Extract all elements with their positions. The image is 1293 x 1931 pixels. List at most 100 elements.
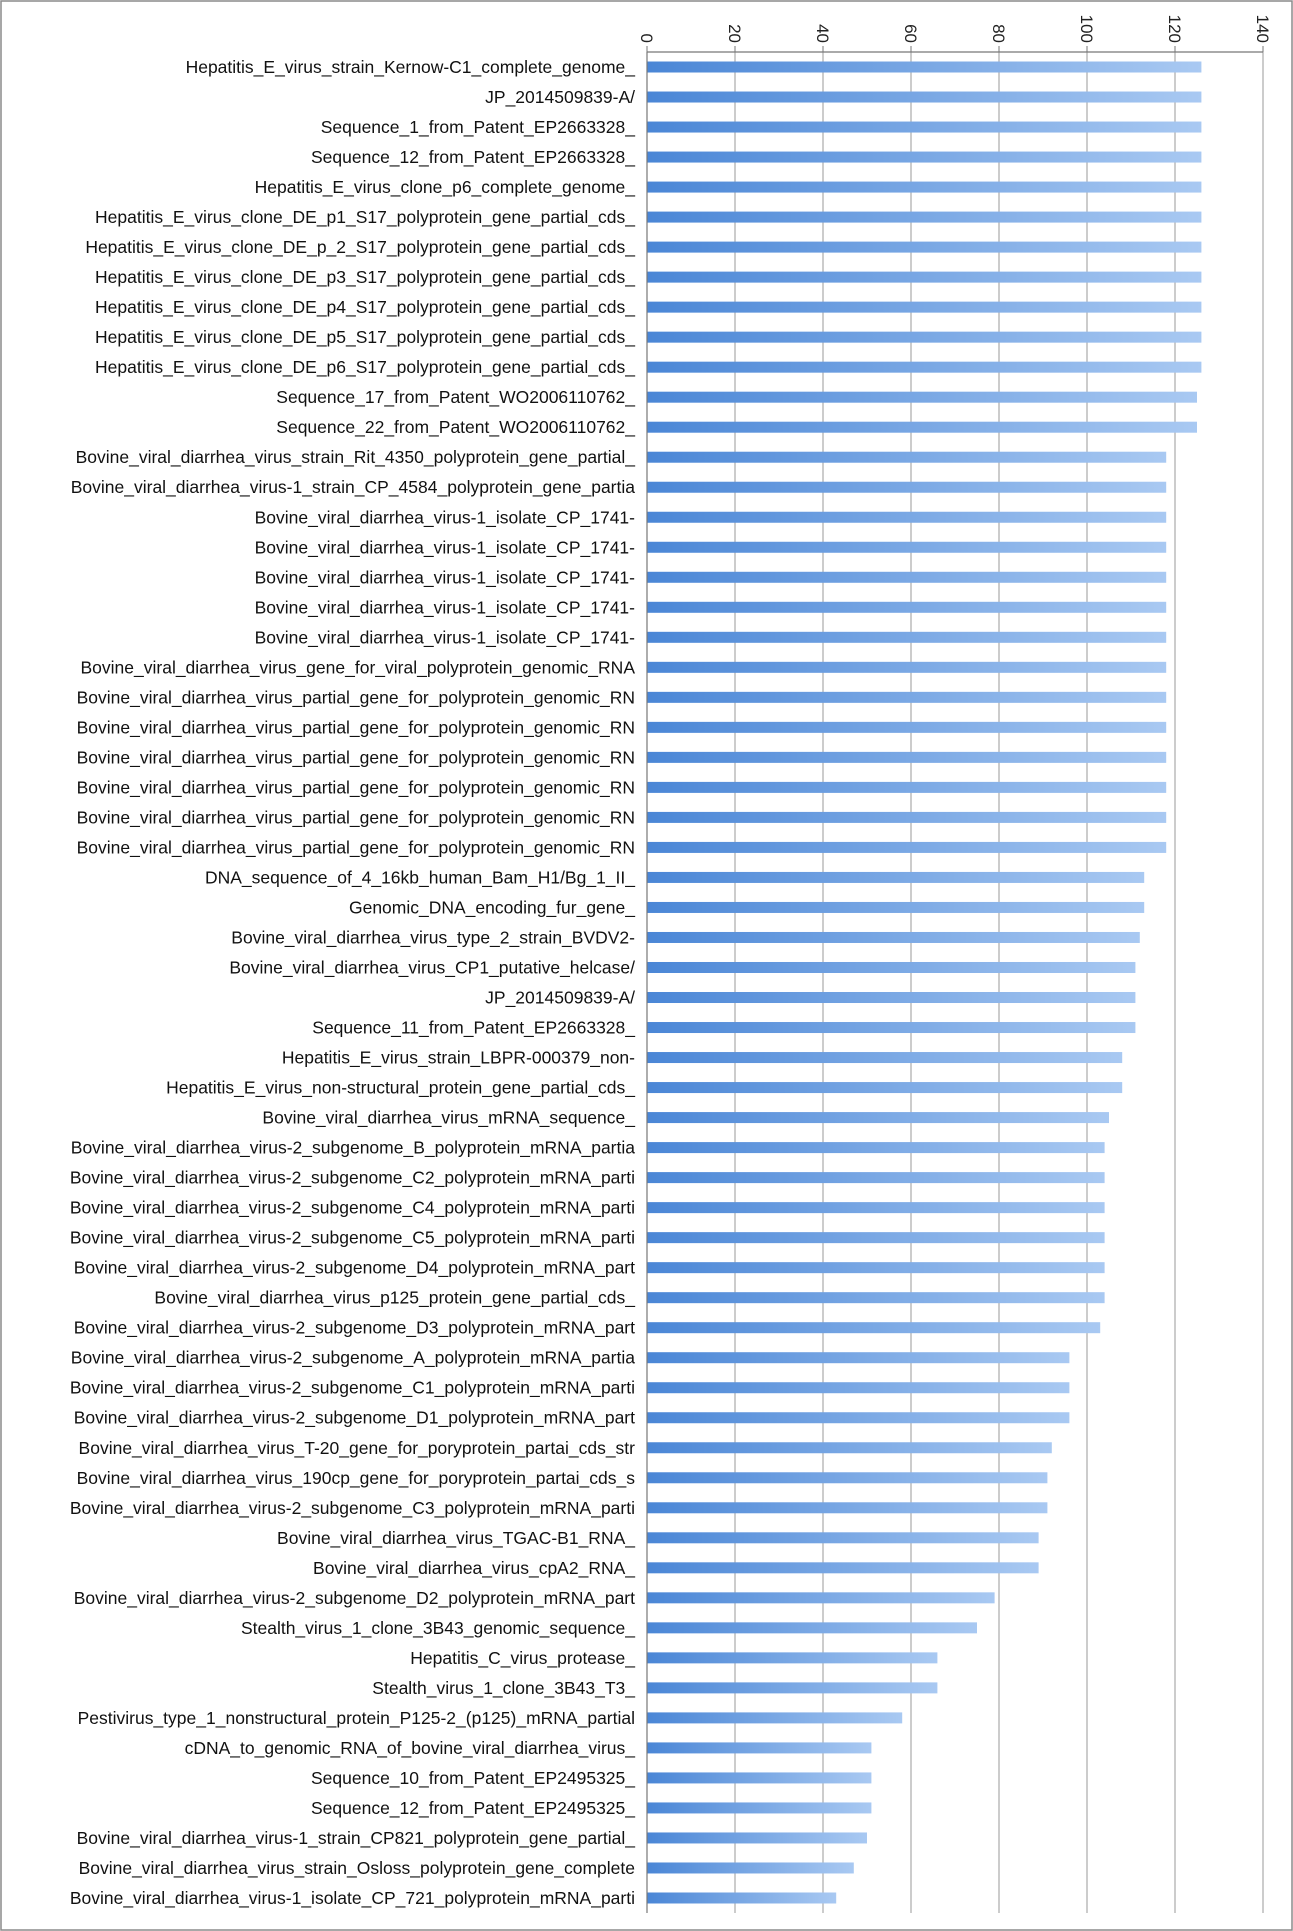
bar: [647, 1472, 1048, 1484]
bar: [647, 1832, 867, 1844]
category-label: Bovine_viral_diarrhea_virus-1_isolate_CP…: [255, 597, 636, 618]
bar: [647, 1232, 1105, 1244]
category-label: Bovine_viral_diarrhea_virus-2_subgenome_…: [70, 1198, 635, 1219]
bar: [647, 91, 1202, 103]
bar: [647, 1592, 995, 1604]
category-label: Bovine_viral_diarrhea_virus-1_strain_CP8…: [77, 1828, 636, 1849]
bar: [647, 211, 1202, 223]
bar: [647, 961, 1136, 973]
category-label: Bovine_viral_diarrhea_virus_gene_for_vir…: [81, 657, 636, 678]
tick-label: 20: [725, 24, 744, 43]
bar: [647, 1202, 1105, 1214]
category-label: Hepatitis_E_virus_clone_DE_p4_S17_polypr…: [95, 297, 635, 318]
bar: [647, 241, 1202, 253]
bar: [647, 841, 1167, 853]
category-label: Sequence_17_from_Patent_WO2006110762_: [276, 387, 635, 408]
bar: [647, 1082, 1123, 1094]
bar: [647, 331, 1202, 343]
category-label: JP_2014509839-A/: [485, 988, 635, 1009]
bar: [647, 61, 1202, 73]
category-label: Bovine_viral_diarrhea_virus-2_subgenome_…: [74, 1588, 635, 1609]
category-label: Bovine_viral_diarrhea_virus_p125_protein…: [154, 1288, 635, 1309]
bar: [647, 1892, 837, 1904]
category-label: Hepatitis_E_virus_strain_LBPR-000379_non…: [282, 1048, 635, 1069]
bar: [647, 1412, 1070, 1424]
category-label: JP_2014509839-A/: [485, 87, 635, 108]
bar: [647, 391, 1197, 403]
category-label: Bovine_viral_diarrhea_virus-2_subgenome_…: [74, 1318, 635, 1339]
category-label: Pestivirus_type_1_nonstructural_protein_…: [78, 1708, 635, 1729]
category-label: Sequence_1_from_Patent_EP2663328_: [321, 117, 636, 138]
category-label: Stealth_virus_1_clone_3B43_genomic_seque…: [241, 1618, 635, 1639]
category-label: Sequence_12_from_Patent_EP2663328_: [311, 147, 635, 168]
bar: [647, 661, 1167, 673]
category-label: Bovine_viral_diarrhea_virus-2_subgenome_…: [71, 1348, 635, 1369]
bar: [647, 1052, 1123, 1064]
bar: [647, 691, 1167, 703]
bar: [647, 1352, 1070, 1364]
bar: [647, 1802, 872, 1814]
tick-label: 60: [901, 24, 920, 43]
bar: [647, 992, 1136, 1004]
category-label: Bovine_viral_diarrhea_virus-2_subgenome_…: [70, 1168, 635, 1189]
category-label: cDNA_to_genomic_RNA_of_bovine_viral_diar…: [185, 1738, 636, 1759]
category-label: Bovine_viral_diarrhea_virus-1_isolate_CP…: [255, 507, 636, 528]
tick-label: 120: [1165, 15, 1184, 43]
x-axis-ticks: 0 20 40 60 80 100 120 140: [637, 15, 1272, 52]
category-label: Hepatitis_E_virus_clone_DE_p_2_S17_polyp…: [85, 237, 635, 258]
category-label: Bovine_viral_diarrhea_virus_partial_gene…: [77, 747, 635, 768]
bar: [647, 811, 1167, 823]
category-label: Hepatitis_E_virus_strain_Kernow-C1_compl…: [186, 57, 636, 78]
category-label: Bovine_viral_diarrhea_virus-1_strain_CP_…: [71, 477, 636, 498]
category-label: Bovine_viral_diarrhea_virus_mRNA_sequenc…: [262, 1108, 635, 1129]
bar: [647, 601, 1167, 613]
axes: [646, 51, 1263, 1913]
bar: [647, 1322, 1101, 1334]
bar: [647, 1532, 1039, 1544]
bar: [647, 1772, 872, 1784]
category-label: Bovine_viral_diarrhea_virus_partial_gene…: [77, 687, 635, 708]
bar: [647, 151, 1202, 163]
bar: [647, 571, 1167, 583]
category-label: Sequence_22_from_Patent_WO2006110762_: [276, 417, 635, 438]
bar: [647, 751, 1167, 763]
category-label: Sequence_11_from_Patent_EP2663328_: [312, 1018, 635, 1039]
bar: [647, 1682, 938, 1694]
category-label: Bovine_viral_diarrhea_virus_strain_Oslos…: [79, 1858, 635, 1879]
category-label: Hepatitis_C_virus_protease_: [410, 1648, 635, 1669]
category-label: Bovine_viral_diarrhea_virus_T-20_gene_fo…: [79, 1438, 636, 1459]
category-label: Bovine_viral_diarrhea_virus_type_2_strai…: [231, 927, 635, 948]
bar: [647, 511, 1167, 523]
category-label: DNA_sequence_of_4_16kb_human_Bam_H1/Bg_1…: [205, 867, 635, 888]
bar: [647, 1742, 872, 1754]
bar: [647, 631, 1167, 643]
bar: [647, 781, 1167, 793]
bar: [647, 481, 1167, 493]
category-label: Bovine_viral_diarrhea_virus-2_subgenome_…: [74, 1258, 635, 1279]
tick-label: 140: [1253, 15, 1272, 43]
category-label: Stealth_virus_1_clone_3B43_T3_: [372, 1678, 635, 1699]
bar: [647, 931, 1140, 943]
category-label: Bovine_viral_diarrhea_virus-2_subgenome_…: [70, 1498, 635, 1519]
bar: [647, 1262, 1105, 1274]
tick-label: 100: [1077, 15, 1096, 43]
category-label: Bovine_viral_diarrhea_virus-1_isolate_CP…: [255, 627, 636, 648]
category-label: Bovine_viral_diarrhea_virus_partial_gene…: [77, 717, 635, 738]
bar: [647, 271, 1202, 283]
category-label: Bovine_viral_diarrhea_virus-2_subgenome_…: [70, 1228, 635, 1249]
bar: [647, 1862, 854, 1874]
tick-label: 40: [813, 24, 832, 43]
bar: [647, 421, 1197, 433]
bar: [647, 1112, 1109, 1124]
category-label: Bovine_viral_diarrhea_virus-1_isolate_CP…: [255, 567, 636, 588]
category-label: Bovine_viral_diarrhea_virus-2_subgenome_…: [71, 1138, 635, 1159]
bar: [647, 1442, 1052, 1454]
bar: [647, 1292, 1105, 1304]
category-label: Hepatitis_E_virus_clone_DE_p5_S17_polypr…: [95, 327, 635, 348]
bar: [647, 1622, 977, 1634]
tick-label: 80: [989, 24, 1008, 43]
category-label: Bovine_viral_diarrhea_virus_partial_gene…: [77, 837, 635, 858]
bar: [647, 451, 1167, 463]
bar: [647, 1172, 1105, 1184]
